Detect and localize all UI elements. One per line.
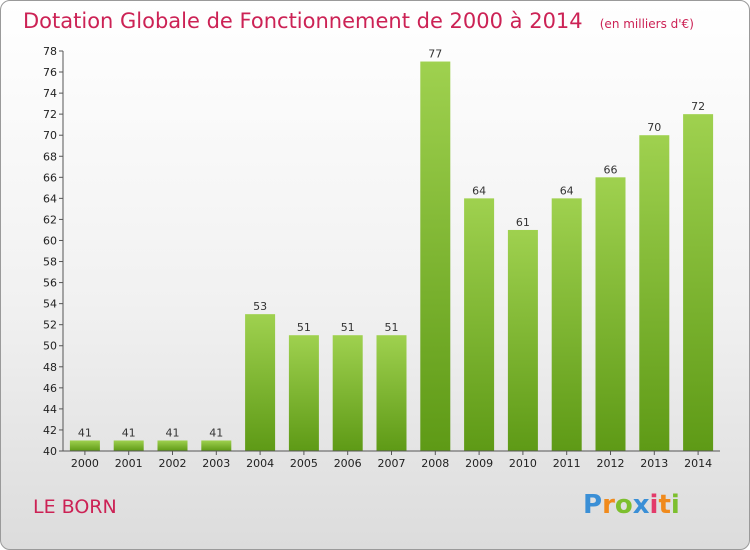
town-name: LE BORN: [33, 496, 117, 518]
x-tick-label: 2003: [202, 457, 230, 470]
bar-value-label: 41: [209, 426, 223, 439]
x-tick-label: 2011: [553, 457, 581, 470]
x-tick-label: 2014: [684, 457, 712, 470]
x-axis: 2000 2001 2002 2003 2004 2005 2006 2007 2008 2009…: [63, 450, 720, 470]
y-tick-label: 68: [43, 150, 57, 163]
bar-value-label: 53: [253, 300, 267, 313]
y-axis: 40 42 44 46 48 50 52 54 56 58 60 62 64 66 68 70 72 74 76 78: [43, 45, 64, 458]
logo-letter: P: [583, 490, 603, 520]
y-tick-label: 40: [43, 445, 57, 458]
logo-letter: t: [658, 490, 671, 520]
bar[interactable]: [420, 61, 451, 452]
y-tick-label: 54: [43, 298, 57, 311]
y-tick-label: 64: [43, 192, 57, 205]
x-tick-label: 2002: [159, 457, 187, 470]
bar[interactable]: [639, 135, 670, 452]
y-tick-label: 78: [43, 45, 57, 58]
bar-value-label: 64: [472, 184, 486, 197]
bar[interactable]: [113, 440, 144, 451]
y-tick-label: 70: [43, 129, 57, 142]
bar-value-label: 72: [691, 100, 705, 113]
x-tick-label: 2013: [640, 457, 668, 470]
bar[interactable]: [376, 335, 407, 451]
logo-letter: x: [632, 490, 650, 520]
bar-value-label: 51: [341, 321, 355, 334]
bar[interactable]: [551, 198, 582, 451]
bar[interactable]: [464, 198, 495, 451]
bar-value-label: 70: [647, 121, 661, 134]
bar[interactable]: [245, 314, 276, 451]
y-tick-label: 48: [43, 361, 57, 374]
bar[interactable]: [157, 440, 188, 451]
logo-letter: i: [670, 490, 680, 520]
bar[interactable]: [332, 335, 363, 451]
x-tick-label: 2004: [246, 457, 274, 470]
y-tick-label: 76: [43, 66, 57, 79]
x-tick-label: 2009: [465, 457, 493, 470]
bar[interactable]: [288, 335, 319, 451]
x-tick-label: 2012: [597, 457, 625, 470]
y-tick-label: 72: [43, 108, 57, 121]
x-tick-label: 2000: [71, 457, 99, 470]
bar-value-label: 51: [385, 321, 399, 334]
x-tick-label: 2006: [334, 457, 362, 470]
bar-value-label: 64: [560, 184, 574, 197]
y-tick-label: 52: [43, 319, 57, 332]
y-tick-label: 44: [43, 403, 57, 416]
y-tick-label: 46: [43, 382, 57, 395]
bar-value-label: 41: [166, 426, 180, 439]
y-tick-label: 56: [43, 277, 57, 290]
chart-unit: (en milliers d'€): [599, 17, 694, 31]
y-tick-label: 42: [43, 424, 57, 437]
y-tick-label: 60: [43, 234, 57, 247]
y-tick-label: 74: [43, 87, 57, 100]
chart-title-block: Dotation Globale de Fonctionnement de 20…: [23, 9, 694, 33]
proxiti-logo[interactable]: Proxiti: [583, 490, 680, 520]
bars: 41 41 41 41 53 51 51 51 77 64 61 64 66 70 72: [69, 48, 714, 452]
x-tick-label: 2001: [115, 457, 143, 470]
bar-value-label: 66: [604, 163, 618, 176]
bar-value-label: 61: [516, 216, 530, 229]
bar[interactable]: [595, 177, 626, 451]
bar[interactable]: [69, 440, 100, 451]
x-tick-label: 2005: [290, 457, 318, 470]
x-tick-label: 2008: [421, 457, 449, 470]
bar[interactable]: [507, 229, 538, 451]
y-tick-label: 50: [43, 340, 57, 353]
bar-value-label: 41: [78, 426, 92, 439]
bar-value-label: 51: [297, 321, 311, 334]
logo-letter: i: [649, 490, 659, 520]
logo-letter: r: [602, 490, 615, 520]
bar-value-label: 41: [122, 426, 136, 439]
bar[interactable]: [683, 114, 714, 451]
x-tick-label: 2007: [378, 457, 406, 470]
y-tick-label: 62: [43, 213, 57, 226]
logo-letter: o: [614, 490, 633, 520]
chart-title: Dotation Globale de Fonctionnement de 20…: [23, 9, 583, 33]
y-tick-label: 58: [43, 256, 57, 269]
bar-value-label: 77: [428, 48, 442, 61]
y-tick-label: 66: [43, 171, 57, 184]
x-tick-label: 2010: [509, 457, 537, 470]
bar[interactable]: [201, 440, 232, 451]
